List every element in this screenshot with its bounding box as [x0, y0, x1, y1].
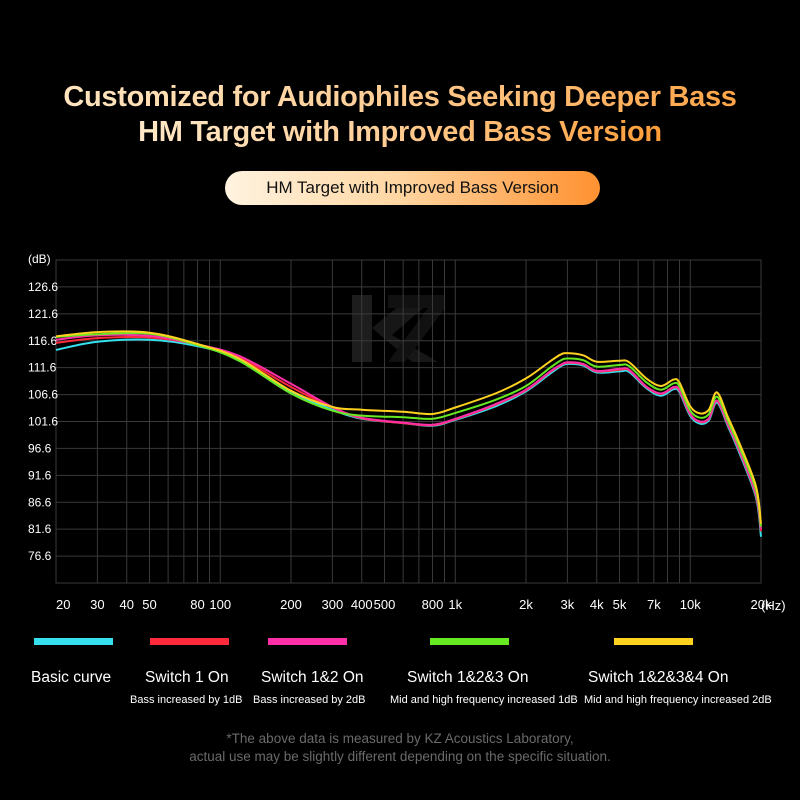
headline-line-1: Customized for Audiophiles Seeking Deepe…: [0, 80, 800, 114]
x-tick-label: 20: [56, 597, 70, 612]
y-tick-label: 116.6: [28, 334, 57, 348]
y-tick-label: 86.6: [28, 495, 52, 509]
x-tick-label: 30: [90, 597, 104, 612]
y-tick-label: 121.6: [28, 307, 58, 321]
legend-desc-2: Bass increased by 2dB: [253, 694, 366, 706]
y-tick-label: 81.6: [28, 522, 52, 536]
x-tick-label: 500: [374, 597, 396, 612]
series-line-2: [55, 333, 762, 530]
legend-name-2: Switch 1&2 On: [261, 669, 364, 686]
x-axis-ticks: 20 30 40 50 80 100 200 300 400 500 800 1k 2k 3k 4k 5k 7k…: [56, 597, 772, 612]
legend-name-0: Basic curve: [31, 669, 112, 686]
legend-swatch-1: [150, 638, 229, 645]
x-tick-label: 7k: [647, 597, 661, 612]
legend-swatch-3: [430, 638, 509, 645]
y-tick-label: 111.6: [28, 361, 57, 375]
y-tick-label: 106.6: [28, 388, 58, 402]
series-line-4: [55, 330, 762, 524]
x-tick-label: 5k: [613, 597, 627, 612]
y-tick-label: 126.6: [28, 280, 58, 294]
y-axis-ticks: 76.6 81.6 86.6 91.6 96.6 101.6 106.6 111.6 116.6…: [28, 280, 58, 563]
legend-swatch-4: [614, 638, 693, 645]
y-tick-label: 96.6: [28, 441, 52, 455]
x-tick-label: 1k: [448, 597, 462, 612]
footnote-line-1: *The above data is measured by KZ Acoust…: [226, 731, 574, 746]
y-axis-label: (dB): [28, 252, 51, 266]
legend-swatch-0: [34, 638, 113, 645]
legend-name-4: Switch 1&2&3&4 On: [588, 669, 729, 686]
x-tick-label: 20k: [751, 597, 772, 612]
x-tick-label: 100: [209, 597, 231, 612]
legend-name-1: Switch 1 On: [145, 669, 229, 686]
frequency-response-chart: 76.6 81.6 86.6 91.6 96.6 101.6 106.6 111.6 116.6…: [28, 252, 786, 613]
headline-line-2-text: HM Target with Improved Bass Version: [138, 116, 662, 148]
x-tick-label: 3k: [561, 597, 575, 612]
y-tick-label: 76.6: [28, 549, 52, 563]
x-axis-label: (Hz): [761, 598, 786, 613]
y-tick-label: 101.6: [28, 415, 58, 429]
kz-watermark-logo: [352, 295, 445, 362]
x-tick-label: 40: [120, 597, 134, 612]
x-tick-label: 800: [422, 597, 444, 612]
series-line-3: [55, 332, 762, 527]
chart-grid: [55, 259, 762, 584]
y-tick-label: 91.6: [28, 468, 52, 482]
legend-desc-1: Bass increased by 1dB: [130, 694, 243, 706]
chart-series: [55, 330, 762, 537]
footnote-line-2: actual use may be slightly different dep…: [189, 749, 611, 764]
legend-swatch-2: [268, 638, 347, 645]
x-tick-label: 50: [142, 597, 156, 612]
legend-desc-3: Mid and high frequency increased 1dB: [390, 694, 578, 706]
x-tick-label: 300: [322, 597, 344, 612]
x-tick-label: 80: [190, 597, 204, 612]
x-tick-label: 200: [280, 597, 302, 612]
legend-desc-4: Mid and high frequency increased 2dB: [584, 694, 772, 706]
version-pill: HM Target with Improved Bass Version: [225, 171, 600, 205]
x-tick-label: 4k: [590, 597, 604, 612]
x-tick-label: 400: [351, 597, 373, 612]
x-tick-label: 2k: [519, 597, 533, 612]
series-line-0: [55, 338, 762, 537]
legend-name-3: Switch 1&2&3 On: [407, 669, 529, 686]
x-tick-label: 10k: [680, 597, 701, 612]
headline-line-2: HM Target with Improved Bass Version: [0, 115, 800, 149]
